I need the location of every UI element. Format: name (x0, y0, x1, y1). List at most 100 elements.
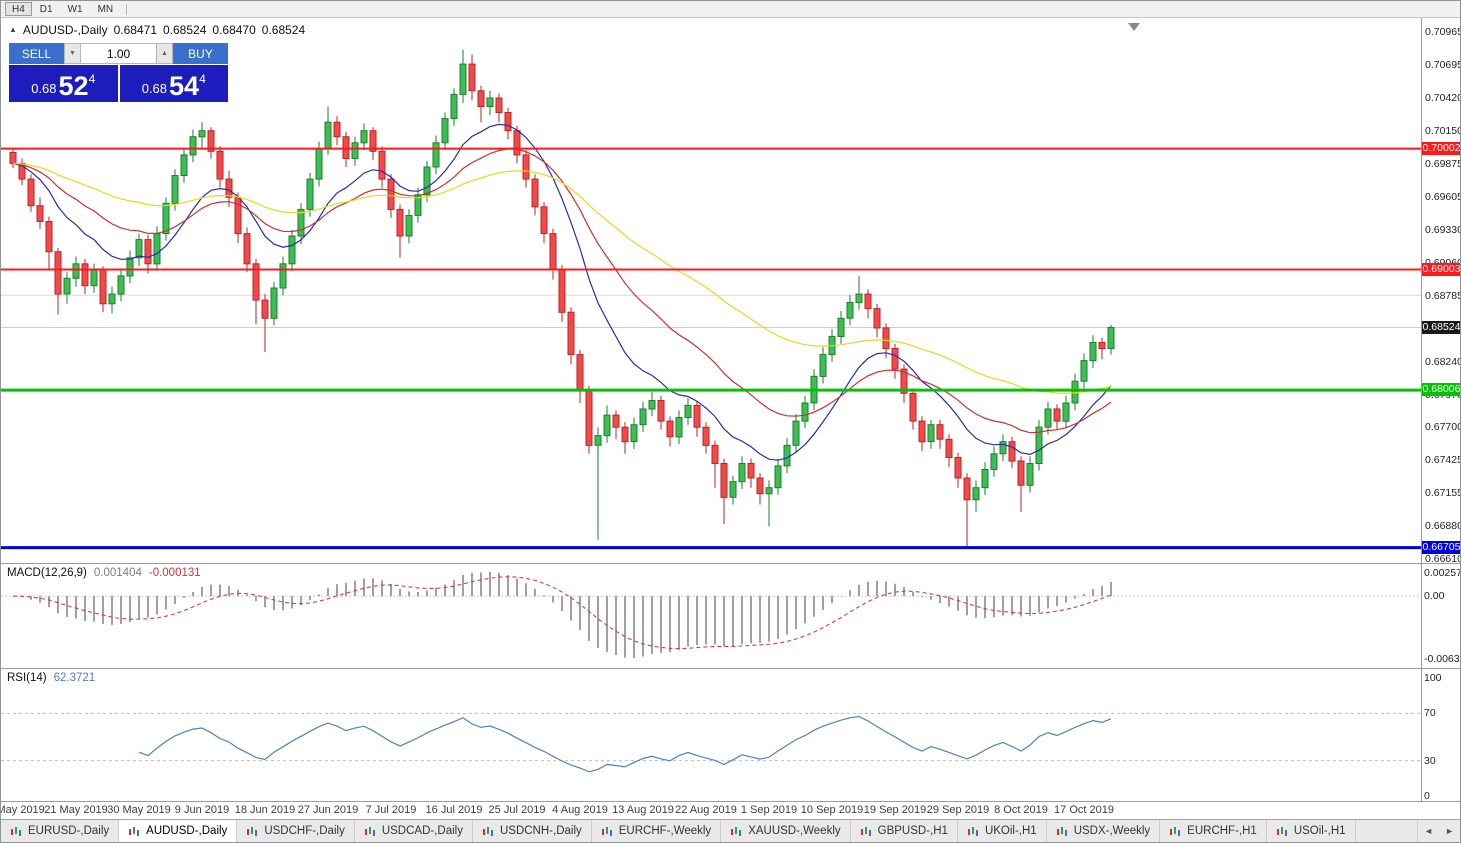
chart-icon (482, 827, 493, 836)
chart-icon (1056, 827, 1067, 836)
candle-body (882, 327, 890, 349)
rsi-line (138, 715, 1112, 773)
candle-body (99, 269, 107, 305)
buy-price-prefix: 0.68 (141, 81, 168, 96)
candle-body (774, 465, 782, 489)
timeframe-button-w1[interactable]: W1 (67, 4, 83, 15)
candle-body (486, 97, 494, 107)
candle-body (27, 178, 35, 207)
timeframe-button-mn[interactable]: MN (97, 4, 114, 15)
candle-body (522, 154, 530, 180)
candle-body (351, 142, 359, 160)
tab-eurchf-weekly[interactable]: EURCHF-,Weekly (592, 820, 722, 842)
ma-slow-line (12, 162, 1112, 394)
symbol-marker-icon: ▲ (9, 25, 17, 34)
buy-price-box[interactable]: 0.68 54 4 (119, 65, 228, 102)
candle-body (333, 121, 341, 138)
candle-body (288, 235, 296, 265)
candle-body (738, 463, 746, 483)
candle-body (432, 142, 440, 168)
candle-body (729, 481, 737, 498)
sell-button[interactable]: SELL (9, 43, 64, 64)
candle-body (360, 130, 368, 144)
chart-icon (1276, 827, 1287, 836)
candle-body (1026, 463, 1034, 486)
candle-body (918, 420, 926, 443)
sell-price-box[interactable]: 0.68 52 4 (9, 65, 118, 102)
candle-body (279, 263, 287, 289)
chart-icon (364, 827, 375, 836)
candle-body (621, 426, 629, 443)
price-axis-label: 0.68240 (1425, 355, 1461, 368)
toolbar-separator (126, 3, 128, 15)
rsi-title: RSI(14) (7, 672, 47, 684)
volume-increase-button[interactable]: ▲ (156, 43, 173, 64)
date-axis-label: 25 Jul 2019 (488, 804, 546, 816)
tab-usdx-weekly[interactable]: USDX-,Weekly (1047, 820, 1161, 842)
candle-body (657, 400, 665, 422)
candle-body (720, 463, 728, 498)
tab-label: EURUSD-,Daily (28, 825, 110, 837)
candle-body (612, 414, 620, 428)
candle-body (1107, 327, 1115, 350)
date-axis-label: 29 Sep 2019 (926, 804, 990, 816)
candle-body (297, 208, 305, 237)
candle-body (891, 348, 899, 370)
candle-body (1089, 342, 1097, 362)
tab-label: UKOil-,H1 (984, 825, 1037, 837)
level-price-badge: 0.68006 (1422, 383, 1461, 397)
volume-decrease-button[interactable]: ▼ (64, 43, 81, 64)
date-axis-label: 17 Oct 2019 (1054, 804, 1114, 816)
candle-body (801, 402, 809, 422)
tab-label: USDX-,Weekly (1073, 825, 1151, 837)
tab-ukoil-h1[interactable]: UKOil-,H1 (958, 820, 1047, 842)
candle-body (954, 456, 962, 479)
tab-xauusd-weekly[interactable]: XAUUSD-,Weekly (721, 820, 851, 842)
level-price-badge: 0.70002 (1422, 141, 1461, 155)
candle-body (900, 368, 908, 394)
tab-usoil-h1[interactable]: USOil-,H1 (1267, 820, 1356, 842)
candle-body (639, 408, 647, 426)
timeframe-button-h4[interactable]: H4 (5, 2, 32, 16)
date-axis-label: 7 Jul 2019 (365, 804, 417, 816)
tab-scroll-left-button[interactable]: ◄ (1424, 826, 1434, 836)
chart-icon (860, 827, 871, 836)
date-axis-label: 19 Sep 2019 (863, 804, 927, 816)
candle-body (1098, 342, 1106, 350)
tab-usdcad-daily[interactable]: USDCAD-,Daily (355, 820, 473, 842)
tab-gbpusd-h1[interactable]: GBPUSD-,H1 (851, 820, 958, 842)
chart-tab-bar: EURUSD-,Daily AUDUSD-,Daily USDCHF-,Daily U… (1, 819, 1460, 842)
buy-button[interactable]: BUY (173, 43, 228, 64)
candle-body (531, 178, 539, 208)
tab-label: USDCNH-,Daily (499, 825, 582, 837)
tab-eurchf-h1[interactable]: EURCHF-,H1 (1160, 820, 1267, 842)
ma-medium-line (12, 148, 1112, 434)
tab-label: USDCAD-,Daily (381, 825, 463, 837)
one-click-trading-panel: SELL ▼ 1.00 ▲ BUY 0.68 52 4 0.68 54 4 (9, 43, 228, 102)
tab-scroll-right-button[interactable]: ► (1445, 826, 1454, 836)
candle-body (387, 178, 395, 210)
tab-eurusd-daily[interactable]: EURUSD-,Daily (1, 820, 120, 842)
candle-body (216, 150, 224, 180)
chart-shift-marker-icon (1128, 23, 1140, 31)
price-axis-label: 0.67700 (1425, 421, 1461, 434)
timeframe-button-d1[interactable]: D1 (39, 4, 53, 15)
tab-usdcnh-daily[interactable]: USDCNH-,Daily (473, 820, 592, 842)
candle-body (864, 293, 872, 310)
candle-body (756, 477, 764, 495)
candle-body (342, 136, 350, 159)
chart-icon (967, 827, 978, 836)
candle-body (171, 175, 179, 204)
tab-usdchf-daily[interactable]: USDCHF-,Daily (237, 820, 355, 842)
candle-body (783, 444, 791, 467)
tab-audusd-daily[interactable]: AUDUSD-,Daily (119, 820, 238, 842)
macd-signal-line (12, 576, 1112, 650)
price-axis-label: 0.70150 (1425, 124, 1461, 137)
tab-scroll-controls: ◄ ► (1417, 820, 1460, 842)
volume-input[interactable]: 1.00 (81, 43, 156, 64)
tab-label: USOil-,H1 (1293, 825, 1346, 837)
candle-body (1044, 408, 1052, 428)
candle-body (90, 269, 98, 287)
candle-body (225, 178, 233, 198)
